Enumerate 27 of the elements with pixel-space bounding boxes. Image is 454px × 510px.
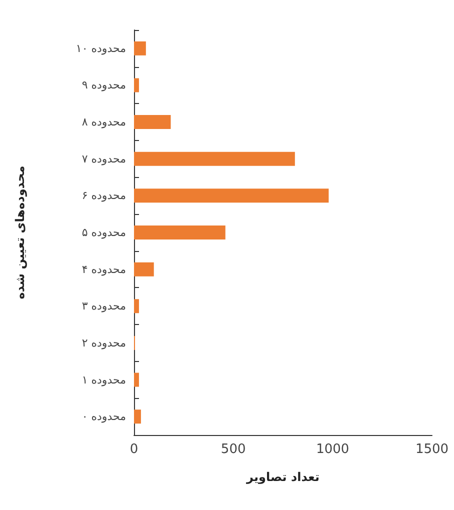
x-tick-label: 1500 (415, 442, 449, 457)
x-tick-label: 1000 (316, 442, 350, 457)
y-tick-label: محدوده ۹ (82, 78, 126, 92)
y-axis-title: محدوده‌های تعیین شده (13, 166, 27, 300)
y-tick-label: محدوده ۱۰ (76, 42, 126, 55)
y-tick-label: محدوده ۰ (82, 410, 126, 424)
y-tick-label: محدوده ۶ (82, 189, 126, 202)
bar (134, 226, 226, 240)
bar (134, 115, 171, 130)
bar (134, 410, 141, 424)
y-tick-label: محدوده ۲ (82, 336, 126, 350)
bar (134, 372, 139, 387)
bar (134, 78, 139, 92)
x-axis-title: تعداد تصاویر (246, 470, 320, 484)
y-tick-label: محدوده ۵ (82, 226, 126, 239)
y-tick-label: محدوده ۸ (82, 116, 126, 129)
bar (134, 152, 295, 166)
y-tick-label: محدوده ۴ (82, 262, 126, 276)
bar (134, 188, 329, 203)
x-tick-label: 500 (220, 442, 246, 457)
bar (134, 41, 146, 56)
y-tick-label: محدوده ۷ (82, 152, 126, 166)
bar (134, 262, 154, 276)
y-tick-label: محدوده ۳ (82, 300, 126, 313)
x-tick-label: 0 (130, 442, 138, 457)
bar (134, 299, 139, 314)
y-tick-label: محدوده ۱ (82, 373, 126, 386)
